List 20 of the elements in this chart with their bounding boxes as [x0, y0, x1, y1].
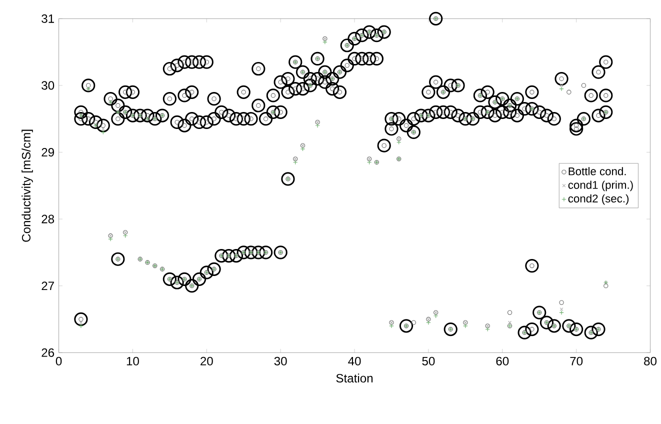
y-tick-label: 29: [42, 148, 54, 156]
x-tick-label: 0: [56, 356, 62, 366]
x-tick-label: 40: [348, 356, 361, 366]
x-tick-label: 70: [570, 356, 583, 366]
x-axis-title: Station: [336, 373, 373, 382]
x-tick-label: 80: [644, 356, 656, 366]
x-tick-label: 10: [126, 356, 139, 366]
x-tick-label: 50: [422, 356, 435, 366]
y-tick-label: 31: [42, 14, 54, 23]
legend-label: cond2 (sec.): [568, 194, 629, 204]
legend-label: Bottle cond.: [568, 166, 626, 176]
legend-label: cond1 (prim.): [568, 180, 633, 191]
x-tick-label: 30: [274, 356, 287, 366]
x-tick-label: 20: [200, 356, 213, 366]
y-tick-label: 30: [42, 80, 54, 90]
y-tick-label: 28: [42, 214, 54, 224]
x-tick-label: 60: [496, 356, 509, 366]
y-tick-label: 26: [42, 348, 54, 357]
y-tick-label: 27: [42, 281, 54, 290]
y-axis-title: Conductivity [mS/cm]: [22, 130, 33, 242]
